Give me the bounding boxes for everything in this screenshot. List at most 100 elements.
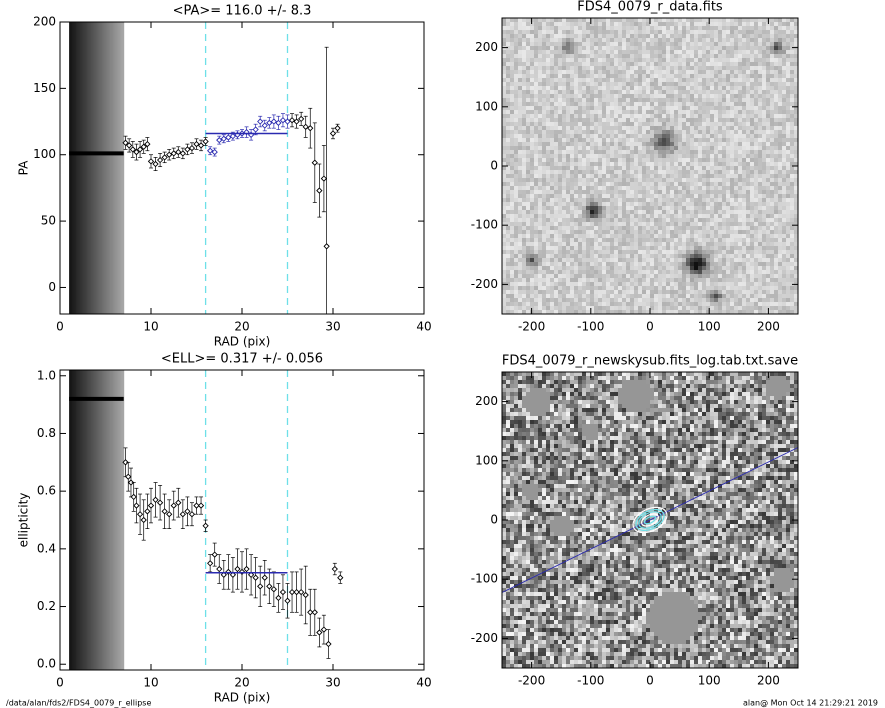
pixel: [546, 186, 551, 191]
pixel: [686, 62, 691, 67]
pixel: [702, 226, 707, 231]
pixel: [526, 206, 531, 211]
pixel: [762, 18, 767, 23]
pixel: [606, 194, 611, 199]
pixel: [582, 214, 587, 219]
pixel: [778, 190, 783, 195]
pixel: [534, 54, 539, 59]
pixel: [502, 210, 507, 215]
pixel: [638, 122, 643, 127]
pixel: [542, 102, 547, 107]
point: [130, 493, 137, 501]
inner-band: [108, 370, 111, 670]
pixel: [718, 178, 723, 183]
pixel: [722, 186, 727, 191]
pixel: [534, 242, 539, 247]
pixel: [514, 146, 519, 151]
point: [161, 508, 168, 515]
pixel: [726, 238, 731, 243]
pixel: [642, 242, 647, 247]
pixel: [650, 134, 655, 139]
pixel: [594, 138, 599, 143]
pixel: [742, 226, 747, 231]
pixel: [734, 130, 739, 135]
pixel: [526, 46, 531, 51]
pixel: [626, 122, 631, 127]
pixel: [566, 174, 571, 179]
pixel: [758, 54, 763, 59]
inner-band: [120, 370, 123, 670]
pixel: [766, 82, 771, 87]
pixel: [614, 46, 619, 51]
pixel: [614, 134, 619, 139]
pixel: [634, 246, 639, 251]
pixel: [638, 194, 643, 199]
pixel: [726, 154, 731, 159]
point: [331, 565, 338, 573]
pixel: [750, 214, 755, 219]
pixel: [626, 142, 631, 147]
pixel: [634, 198, 639, 203]
pixel: [722, 50, 727, 55]
pixel: [550, 194, 555, 199]
pixel: [686, 114, 691, 119]
pixel: [662, 70, 667, 75]
pixel: [570, 70, 575, 75]
pixel: [774, 138, 779, 143]
pixel: [670, 210, 675, 215]
pixel: [654, 162, 659, 167]
pixel: [778, 226, 783, 231]
pixel: [502, 90, 507, 95]
pixel: [786, 130, 791, 135]
pixel: [658, 26, 663, 31]
pixel: [714, 130, 719, 135]
pixel: [538, 178, 543, 183]
pixel: [746, 234, 751, 239]
pixel: [570, 162, 575, 167]
pixel: [602, 90, 607, 95]
pixel: [538, 238, 543, 243]
pixel: [722, 38, 727, 43]
pixel: [634, 178, 639, 183]
pixel: [558, 46, 563, 51]
pixel: [546, 54, 551, 59]
pixel: [510, 214, 515, 219]
pixel: [538, 74, 543, 79]
pixel: [786, 138, 791, 143]
pixel: [646, 182, 651, 187]
pixel: [754, 130, 759, 135]
pixel: [558, 126, 563, 131]
pixel: [634, 194, 639, 199]
pixel: [750, 194, 755, 199]
pixel: [590, 142, 595, 147]
pixel: [642, 74, 647, 79]
pixel: [546, 202, 551, 207]
pixel: [782, 114, 787, 119]
pixel: [526, 246, 531, 251]
pixel: [658, 42, 663, 47]
pixel: [526, 134, 531, 139]
pixel: [646, 98, 651, 103]
pixel: [666, 122, 671, 127]
pixel: [666, 218, 671, 223]
pixel: [750, 182, 755, 187]
pixel: [522, 146, 527, 151]
pixel: [650, 22, 655, 27]
pixel: [626, 54, 631, 59]
pixel: [578, 246, 583, 251]
pixel: [778, 174, 783, 179]
pixel: [662, 122, 667, 127]
pixel: [574, 210, 579, 215]
pixel: [786, 82, 791, 87]
pixel: [526, 18, 531, 23]
pixel: [530, 42, 535, 47]
pixel: [586, 134, 591, 139]
pixel: [606, 162, 611, 167]
inner-band: [77, 22, 80, 314]
pixel: [626, 186, 631, 191]
pixel: [698, 238, 703, 243]
pixel: [502, 214, 507, 219]
pixel: [754, 86, 759, 91]
pixel: [734, 114, 739, 119]
pixel: [506, 182, 511, 187]
